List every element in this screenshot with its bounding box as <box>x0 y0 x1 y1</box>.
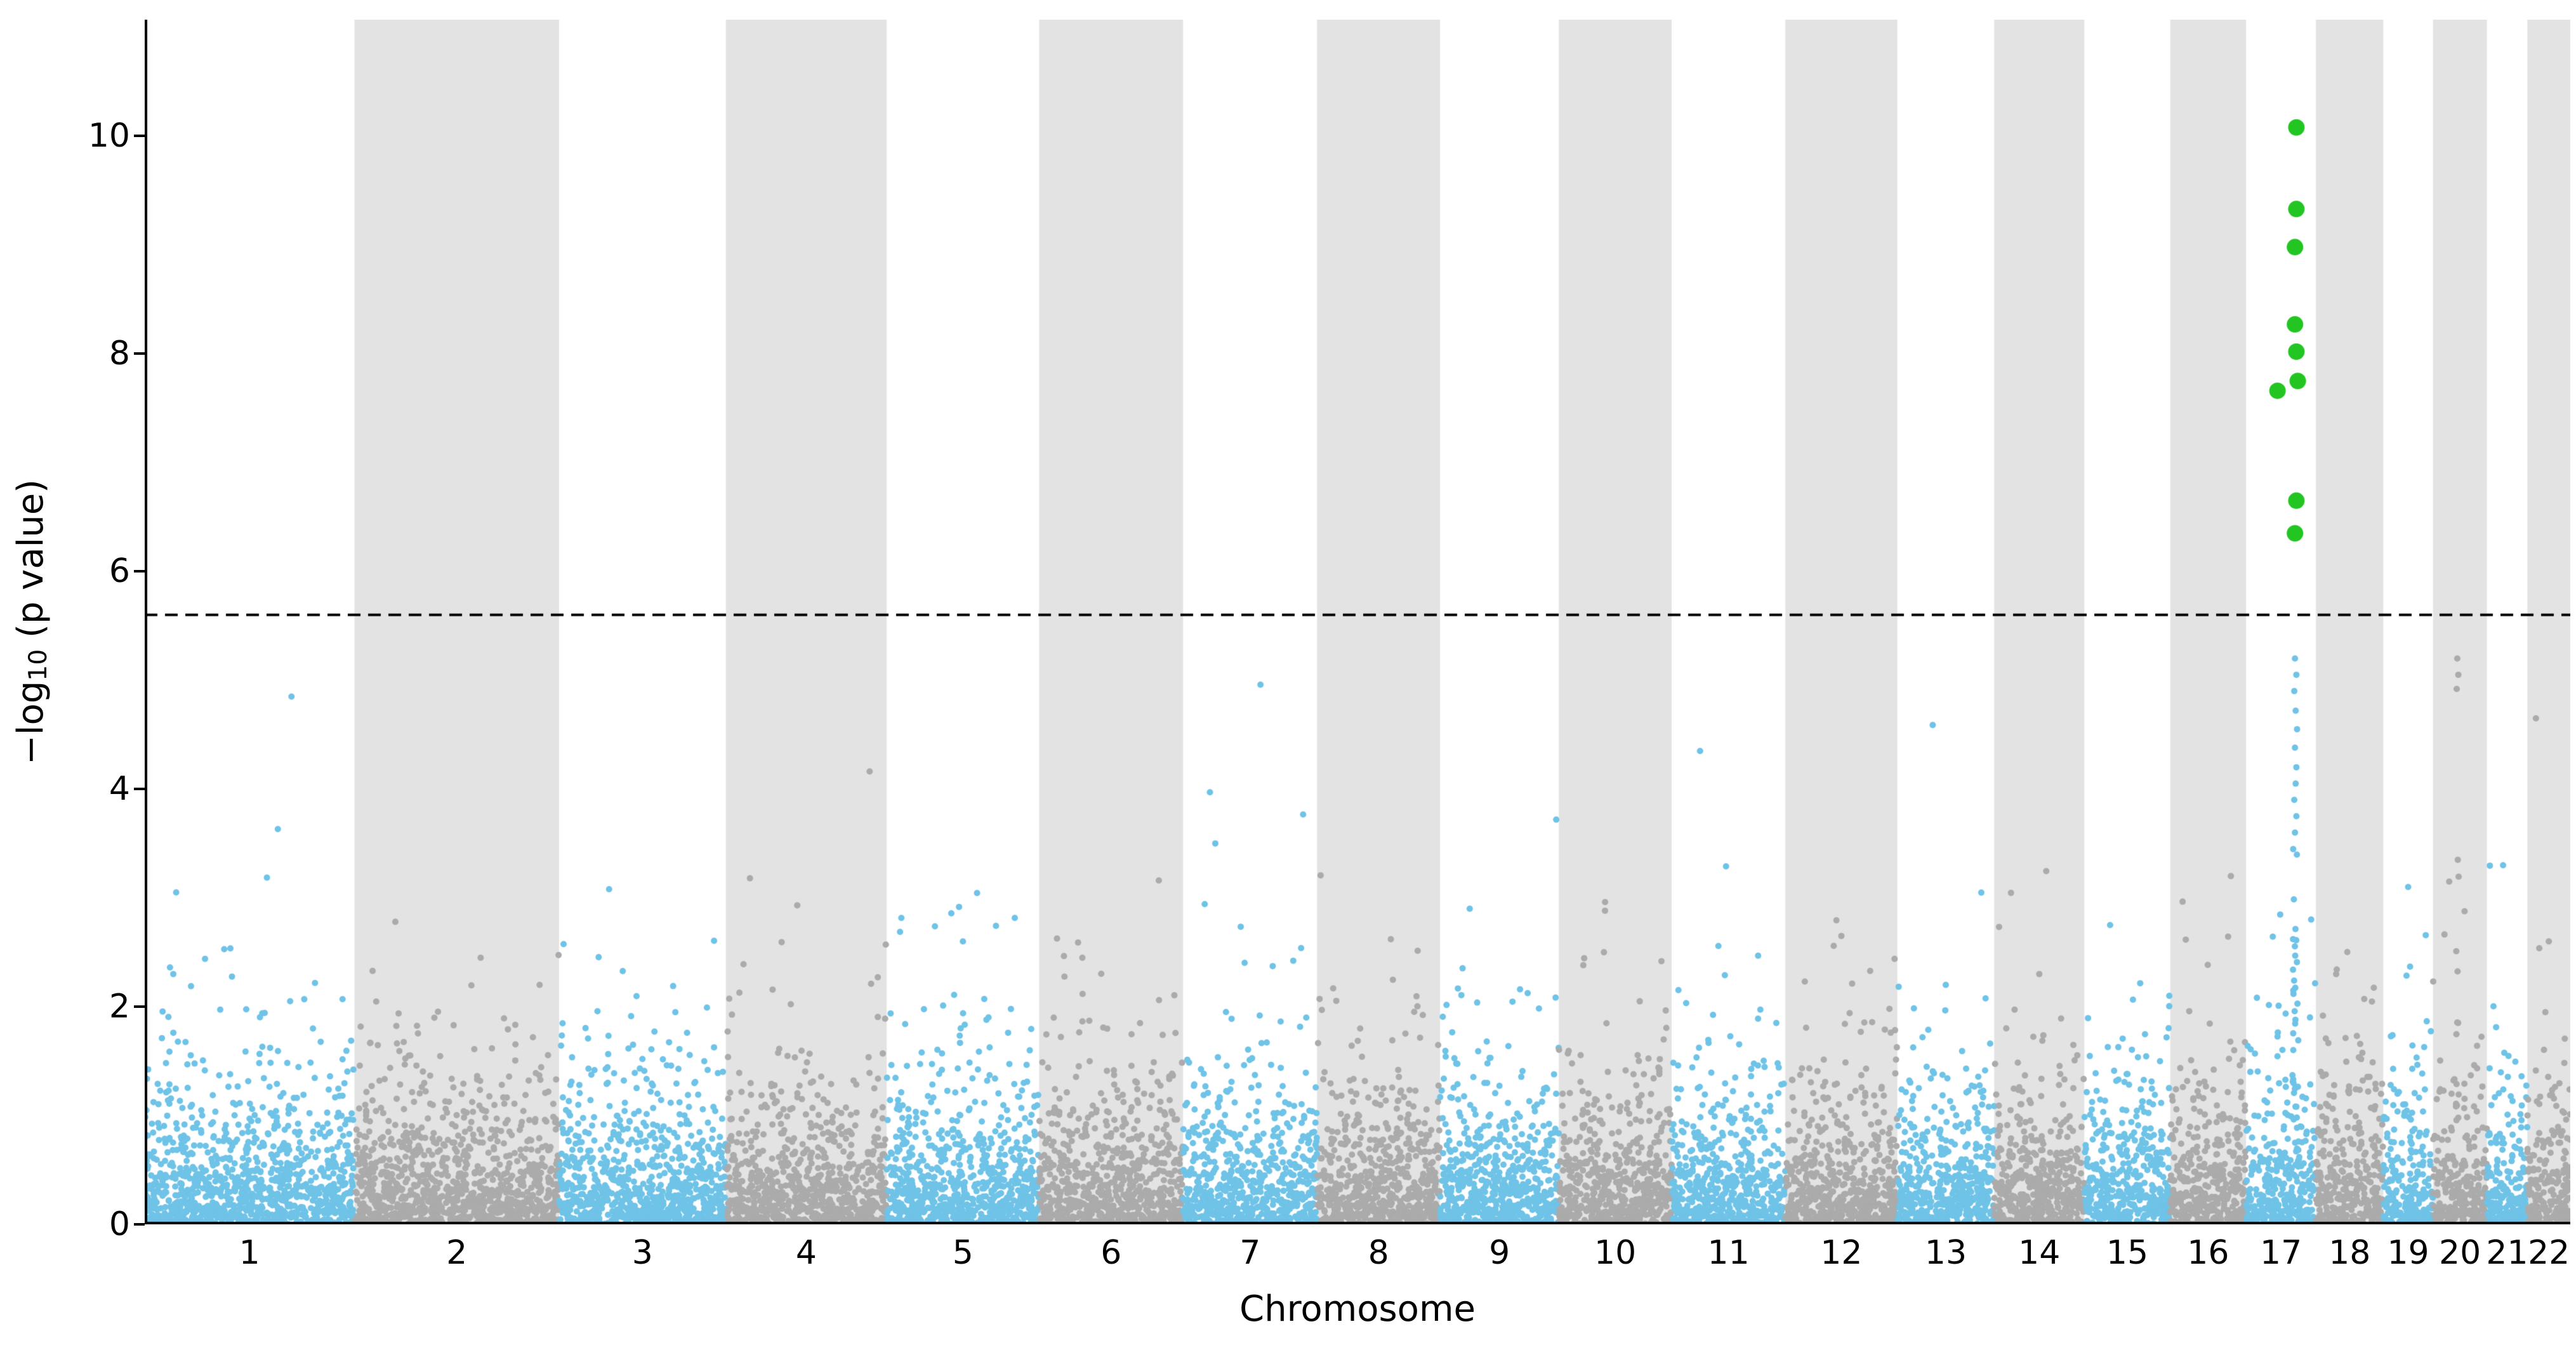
y-axis-label: −log10 (p value) <box>6 20 57 1224</box>
x-tick-label: 3 <box>631 1234 653 1272</box>
y-axis-label-subscript: 10 <box>24 649 53 681</box>
y-tick-label: 0 <box>109 1205 130 1243</box>
x-tick-label: 19 <box>2387 1234 2429 1272</box>
y-tick-label: 8 <box>109 334 130 373</box>
y-tick-label: 2 <box>109 988 130 1026</box>
x-tick-label: 14 <box>2018 1234 2061 1272</box>
x-tick-label: 13 <box>1924 1234 1967 1272</box>
x-tick-label: 7 <box>1239 1234 1261 1272</box>
x-tick-label: 17 <box>2260 1234 2302 1272</box>
y-axis-label-text: −log <box>10 680 52 765</box>
x-tick-label: 4 <box>795 1234 817 1272</box>
x-tick-label: 11 <box>1707 1234 1750 1272</box>
x-tick-label: 16 <box>2187 1234 2229 1272</box>
x-tick-label: 20 <box>2439 1234 2481 1272</box>
y-tick-mark <box>134 1223 145 1226</box>
y-tick-label: 6 <box>109 552 130 591</box>
x-tick-label: 10 <box>1594 1234 1637 1272</box>
x-tick-label: 22 <box>2528 1234 2570 1272</box>
x-tick-label: 9 <box>1489 1234 1510 1272</box>
y-tick-mark <box>134 570 145 573</box>
y-tick-mark <box>134 352 145 355</box>
x-tick-label: 2 <box>446 1234 468 1272</box>
x-tick-label: 18 <box>2328 1234 2371 1272</box>
x-tick-label: 5 <box>952 1234 974 1272</box>
plot-canvas <box>145 20 2570 1224</box>
y-tick-mark <box>134 135 145 138</box>
y-axis-label-suffix: (p value) <box>10 479 52 649</box>
x-tick-label: 8 <box>1368 1234 1389 1272</box>
y-tick-label: 10 <box>88 117 130 156</box>
x-tick-label: 6 <box>1100 1234 1122 1272</box>
y-tick-label: 4 <box>109 770 130 809</box>
x-tick-label: 21 <box>2486 1234 2528 1272</box>
y-tick-mark <box>134 1005 145 1009</box>
x-tick-label: 1 <box>239 1234 260 1272</box>
x-tick-label: 12 <box>1820 1234 1863 1272</box>
x-axis-label: Chromosome <box>1239 1288 1476 1330</box>
y-tick-mark <box>134 788 145 791</box>
x-tick-label: 15 <box>2106 1234 2149 1272</box>
